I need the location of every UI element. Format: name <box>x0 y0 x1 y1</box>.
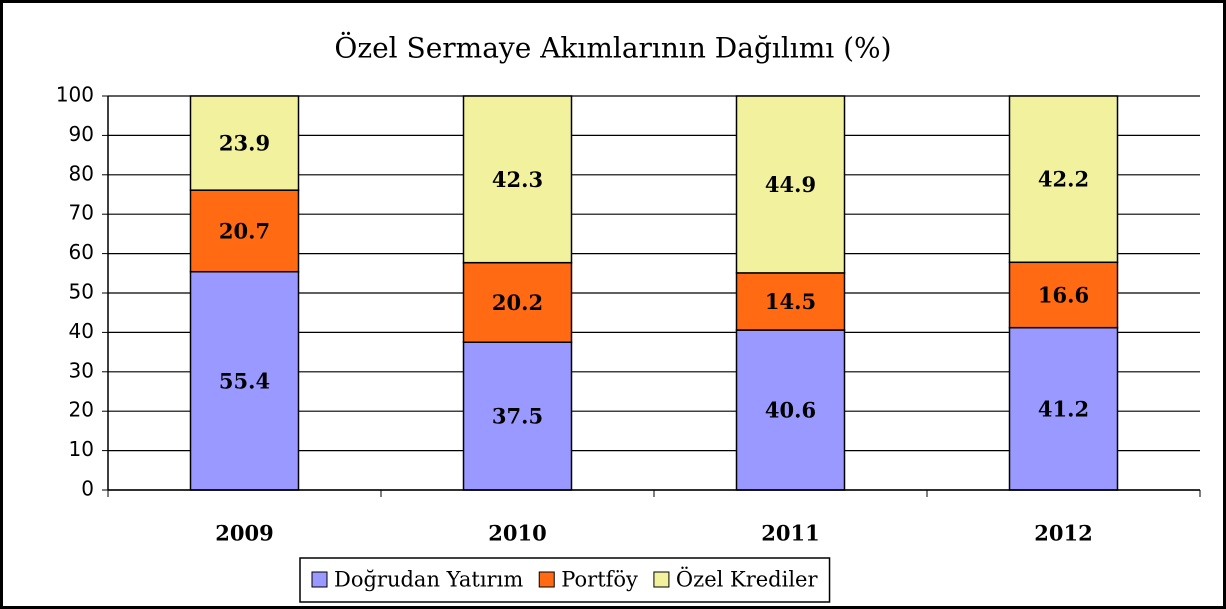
y-tick-label: 10 <box>69 437 94 461</box>
y-tick-label: 0 <box>81 477 94 501</box>
chart-title: Özel Sermaye Akımlarının Dağılımı (%) <box>334 31 891 65</box>
bar-segment <box>189 189 300 273</box>
y-tick-label: 70 <box>69 201 94 225</box>
data-label: 20.2 <box>492 290 543 315</box>
bar-segment <box>462 341 573 491</box>
data-label: 16.6 <box>1038 282 1089 307</box>
legend-swatch <box>311 571 328 588</box>
bar-segment <box>1008 326 1119 491</box>
y-tick-label: 100 <box>56 83 94 107</box>
data-label: 40.6 <box>765 398 816 423</box>
legend-swatch <box>538 571 555 588</box>
data-label: 37.5 <box>492 404 543 429</box>
bar-segment <box>1008 95 1119 264</box>
data-label: 14.5 <box>765 289 816 314</box>
bar-segment <box>1008 261 1119 329</box>
legend-box <box>299 557 831 603</box>
bar-segment <box>189 95 300 191</box>
y-tick-label: 90 <box>69 122 94 146</box>
y-tick-label: 80 <box>69 161 94 185</box>
bar-segment <box>462 95 573 264</box>
x-tick-label: 2010 <box>488 521 546 546</box>
x-tick-label: 2012 <box>1034 521 1092 546</box>
y-tick-label: 40 <box>69 319 94 343</box>
data-label: 42.3 <box>492 167 543 192</box>
bar-segment <box>462 261 573 343</box>
data-label: 41.2 <box>1038 396 1089 421</box>
bar-segment <box>735 329 846 491</box>
bar-segment <box>735 95 846 274</box>
x-tick-label: 2009 <box>215 521 273 546</box>
legend-label: Özel Krediler <box>676 567 819 592</box>
data-label: 44.9 <box>765 172 816 197</box>
x-tick-label: 2011 <box>761 521 819 546</box>
legend-label: Doğrudan Yatırım <box>334 568 523 592</box>
legend-swatch <box>653 571 670 588</box>
y-tick-label: 20 <box>69 398 94 422</box>
y-tick-label: 30 <box>69 358 94 382</box>
data-label: 42.2 <box>1038 167 1089 192</box>
data-label: 55.4 <box>219 368 270 393</box>
bar-segment <box>735 272 846 331</box>
y-tick-label: 60 <box>69 240 94 264</box>
y-tick-label: 50 <box>69 280 94 304</box>
data-label: 20.7 <box>219 218 270 243</box>
legend-label: Portföy <box>561 568 638 592</box>
data-label: 23.9 <box>219 131 270 156</box>
